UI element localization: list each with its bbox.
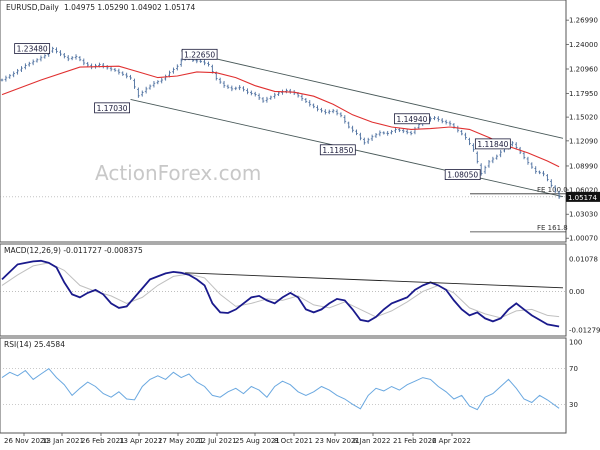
rsi-y-tick-label: 100 (569, 339, 582, 347)
current-price-label: 1.05174 (568, 194, 597, 202)
macd-y-tick-label: -0.012799 (569, 326, 600, 334)
price-y-tick-label: 1.15020 (569, 114, 598, 122)
swing-label: 1.22650 (184, 50, 215, 59)
x-tick-label: 13 Apr 2021 (119, 437, 162, 445)
price-y-tick-label: 1.03030 (569, 211, 598, 219)
price-y-tick-label: 1.26990 (569, 17, 598, 25)
rsi-panel-frame (0, 337, 567, 434)
x-tick-label: 26 Feb 2021 (81, 437, 125, 445)
swing-label-box (474, 138, 511, 150)
swing-label: 1.14940 (396, 115, 427, 124)
macd-trendline (185, 272, 564, 289)
moving-average-line (1, 65, 560, 168)
swing-label-box (14, 43, 51, 54)
price-y-tick-label: 1.24000 (569, 41, 598, 49)
swing-label: 1.11850 (322, 146, 353, 155)
price-y-tick-label: 1.12090 (569, 137, 598, 145)
swing-label: 1.23480 (17, 45, 48, 54)
swing-label-box (319, 144, 356, 156)
x-tick-label: 26 Nov 2020 (4, 437, 49, 445)
rsi-layer (0, 368, 566, 411)
macd-y-tick-label: 0.01078 (569, 256, 598, 264)
swing-label: 1.08050 (447, 171, 478, 180)
swing-label-box (94, 102, 130, 114)
rsi-y-tick-label: 70 (569, 365, 578, 373)
rsi-line (1, 368, 560, 411)
price-y-tick-label: 1.00070 (569, 235, 598, 243)
macd-line (1, 259, 560, 328)
watermark: ActionForex.com (95, 161, 261, 185)
price-y-tick-label: 1.08990 (569, 162, 598, 170)
x-tick-label: 23 Nov 2021 (315, 437, 360, 445)
price-panel-frame (0, 0, 567, 243)
swing-label: 1.11840 (477, 140, 508, 149)
x-tick-label: 27 May 2021 (158, 437, 204, 445)
swing-label-box (181, 48, 218, 60)
x-tick-label: 6 Apr 2022 (432, 437, 471, 445)
rsi-header: RSI(14) 25.4584 (4, 340, 65, 349)
price-y-tick-label: 1.17950 (569, 90, 598, 98)
price-header-ohlc: 1.04975 1.05290 1.04902 1.05174 (64, 3, 195, 12)
macd-signal-line (1, 262, 560, 319)
macd-layer (0, 259, 566, 328)
x-tick-label: 8 Oct 2021 (274, 437, 313, 445)
current-price-box (566, 191, 600, 202)
swing-label: 1.17030 (97, 104, 128, 113)
price-y-tick-label: 1.20960 (569, 66, 598, 74)
x-tick-label: 13 Jan 2021 (42, 437, 84, 445)
x-tick-label: 12 Jul 2021 (197, 437, 237, 445)
x-tick-label: 21 Feb 2022 (393, 437, 437, 445)
macd-y-tick-label: 0.00 (569, 288, 585, 296)
axis-layer: 1.26990 1.24000 1.20960 1.17950 1.15020 1.120… (4, 17, 600, 445)
x-tick-label: 25 Aug 2021 (235, 437, 280, 445)
x-tick-label: 6 Jan 2022 (353, 437, 391, 445)
price-y-tick-label: 1.06020 (569, 187, 598, 195)
channel-line (181, 50, 564, 139)
rsi-y-tick-label: 30 (569, 401, 578, 409)
price-header-symbol: EURUSD,Daily (6, 3, 59, 12)
macd-header: MACD(12,26,9) -0.011727 -0.008375 (4, 246, 143, 255)
swing-label-box (444, 169, 481, 180)
price-layer: FE 100.0 FE 161.8 1.23480 1.17030 1.22650 1.1… (0, 43, 568, 233)
fe-level-label: FE 161.8 (537, 224, 568, 232)
fe-level-label: FE 100.0 (537, 186, 568, 194)
macd-panel-frame (0, 243, 567, 337)
swing-label-box (394, 113, 430, 125)
